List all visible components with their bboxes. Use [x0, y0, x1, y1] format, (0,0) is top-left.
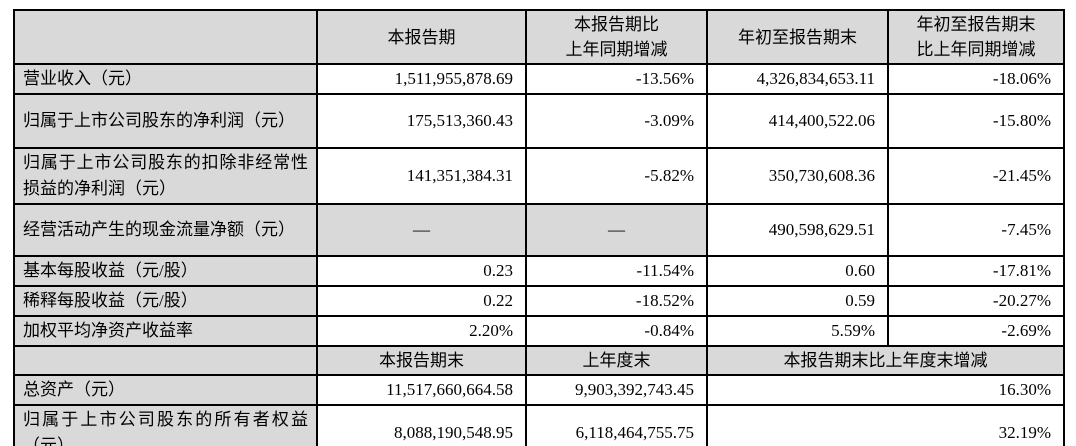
value-cell: -11.54% [525, 255, 708, 287]
value-cell: 8,088,190,548.95 [316, 404, 527, 446]
row-net-profit-excl-nonrecurring: 归属于上市公司股东的扣除非经常性损益的净利润（元） 141,351,384.31… [13, 147, 1065, 205]
header-empty-cell [13, 9, 318, 65]
header-period-end-vs-prior-year-end-change: 本报告期末比上年度末增减 [706, 345, 1065, 376]
value-cell: -5.82% [525, 147, 708, 205]
table-header-row-period: 本报告期 本报告期比 上年同期增减 年初至报告期末 年初至报告期末 比上年同期增… [13, 9, 1065, 65]
row-diluted-eps: 稀释每股收益（元/股） 0.22 -18.52% 0.59 -20.27% [13, 285, 1065, 317]
row-total-assets: 总资产（元） 11,517,660,664.58 9,903,392,743.4… [13, 374, 1065, 406]
value-cell: 5.59% [706, 315, 889, 347]
value-cell: -2.69% [887, 315, 1065, 347]
table-header-row-period-end: 本报告期末 上年度末 本报告期末比上年度末增减 [13, 345, 1065, 376]
row-label: 总资产（元） [13, 374, 318, 406]
value-cell: 16.30% [706, 374, 1065, 406]
row-basic-eps: 基本每股收益（元/股） 0.23 -11.54% 0.60 -17.81% [13, 255, 1065, 287]
value-cell: -21.45% [887, 147, 1065, 205]
value-cell: -7.45% [887, 203, 1065, 257]
row-net-profit: 归属于上市公司股东的净利润（元） 175,513,360.43 -3.09% 4… [13, 93, 1065, 149]
row-weighted-avg-roe: 加权平均净资产收益率 2.20% -0.84% 5.59% -2.69% [13, 315, 1065, 347]
value-cell: -18.06% [887, 63, 1065, 95]
value-cell: 0.22 [316, 285, 527, 317]
value-cell: -0.84% [525, 315, 708, 347]
row-label: 加权平均净资产收益率 [13, 315, 318, 347]
value-cell: 350,730,608.36 [706, 147, 889, 205]
row-label: 稀释每股收益（元/股） [13, 285, 318, 317]
value-cell: 1,511,955,878.69 [316, 63, 527, 95]
value-cell: 490,598,629.51 [706, 203, 889, 257]
row-operating-cash-flow: 经营活动产生的现金流量净额（元） — — 490,598,629.51 -7.4… [13, 203, 1065, 257]
value-cell: 414,400,522.06 [706, 93, 889, 149]
row-label: 基本每股收益（元/股） [13, 255, 318, 287]
value-cell: 9,903,392,743.45 [525, 374, 708, 406]
value-cell: 0.23 [316, 255, 527, 287]
value-cell: 32.19% [706, 404, 1065, 446]
value-cell: -3.09% [525, 93, 708, 149]
row-label: 营业收入（元） [13, 63, 318, 95]
value-cell: 2.20% [316, 315, 527, 347]
header-ytd-yoy-change: 年初至报告期末 比上年同期增减 [887, 9, 1065, 65]
row-equity-attributable-to-shareholders: 归属于上市公司股东的所有者权益（元） 8,088,190,548.95 6,11… [13, 404, 1065, 446]
header-current-period-end: 本报告期末 [316, 345, 527, 376]
row-label: 经营活动产生的现金流量净额（元） [13, 203, 318, 257]
header-ytd: 年初至报告期末 [706, 9, 889, 65]
value-cell: -15.80% [887, 93, 1065, 149]
value-cell: 11,517,660,664.58 [316, 374, 527, 406]
value-cell: -13.56% [525, 63, 708, 95]
value-cell-na: — [316, 203, 527, 257]
row-label: 归属于上市公司股东的净利润（元） [13, 93, 318, 149]
value-cell: 175,513,360.43 [316, 93, 527, 149]
row-label: 归属于上市公司股东的所有者权益（元） [13, 404, 318, 446]
header-current-period-yoy-change: 本报告期比 上年同期增减 [525, 9, 708, 65]
value-cell: -18.52% [525, 285, 708, 317]
value-cell: 6,118,464,755.75 [525, 404, 708, 446]
header-empty-cell [13, 345, 318, 376]
value-cell-na: — [525, 203, 708, 257]
header-prior-year-end: 上年度末 [525, 345, 708, 376]
value-cell: 141,351,384.31 [316, 147, 527, 205]
value-cell: -20.27% [887, 285, 1065, 317]
value-cell: 0.59 [706, 285, 889, 317]
value-cell: 4,326,834,653.11 [706, 63, 889, 95]
financial-summary-table: 本报告期 本报告期比 上年同期增减 年初至报告期末 年初至报告期末 比上年同期增… [13, 9, 1065, 446]
value-cell: 0.60 [706, 255, 889, 287]
row-revenue: 营业收入（元） 1,511,955,878.69 -13.56% 4,326,8… [13, 63, 1065, 95]
value-cell: -17.81% [887, 255, 1065, 287]
header-current-period: 本报告期 [316, 9, 527, 65]
row-label: 归属于上市公司股东的扣除非经常性损益的净利润（元） [13, 147, 318, 205]
